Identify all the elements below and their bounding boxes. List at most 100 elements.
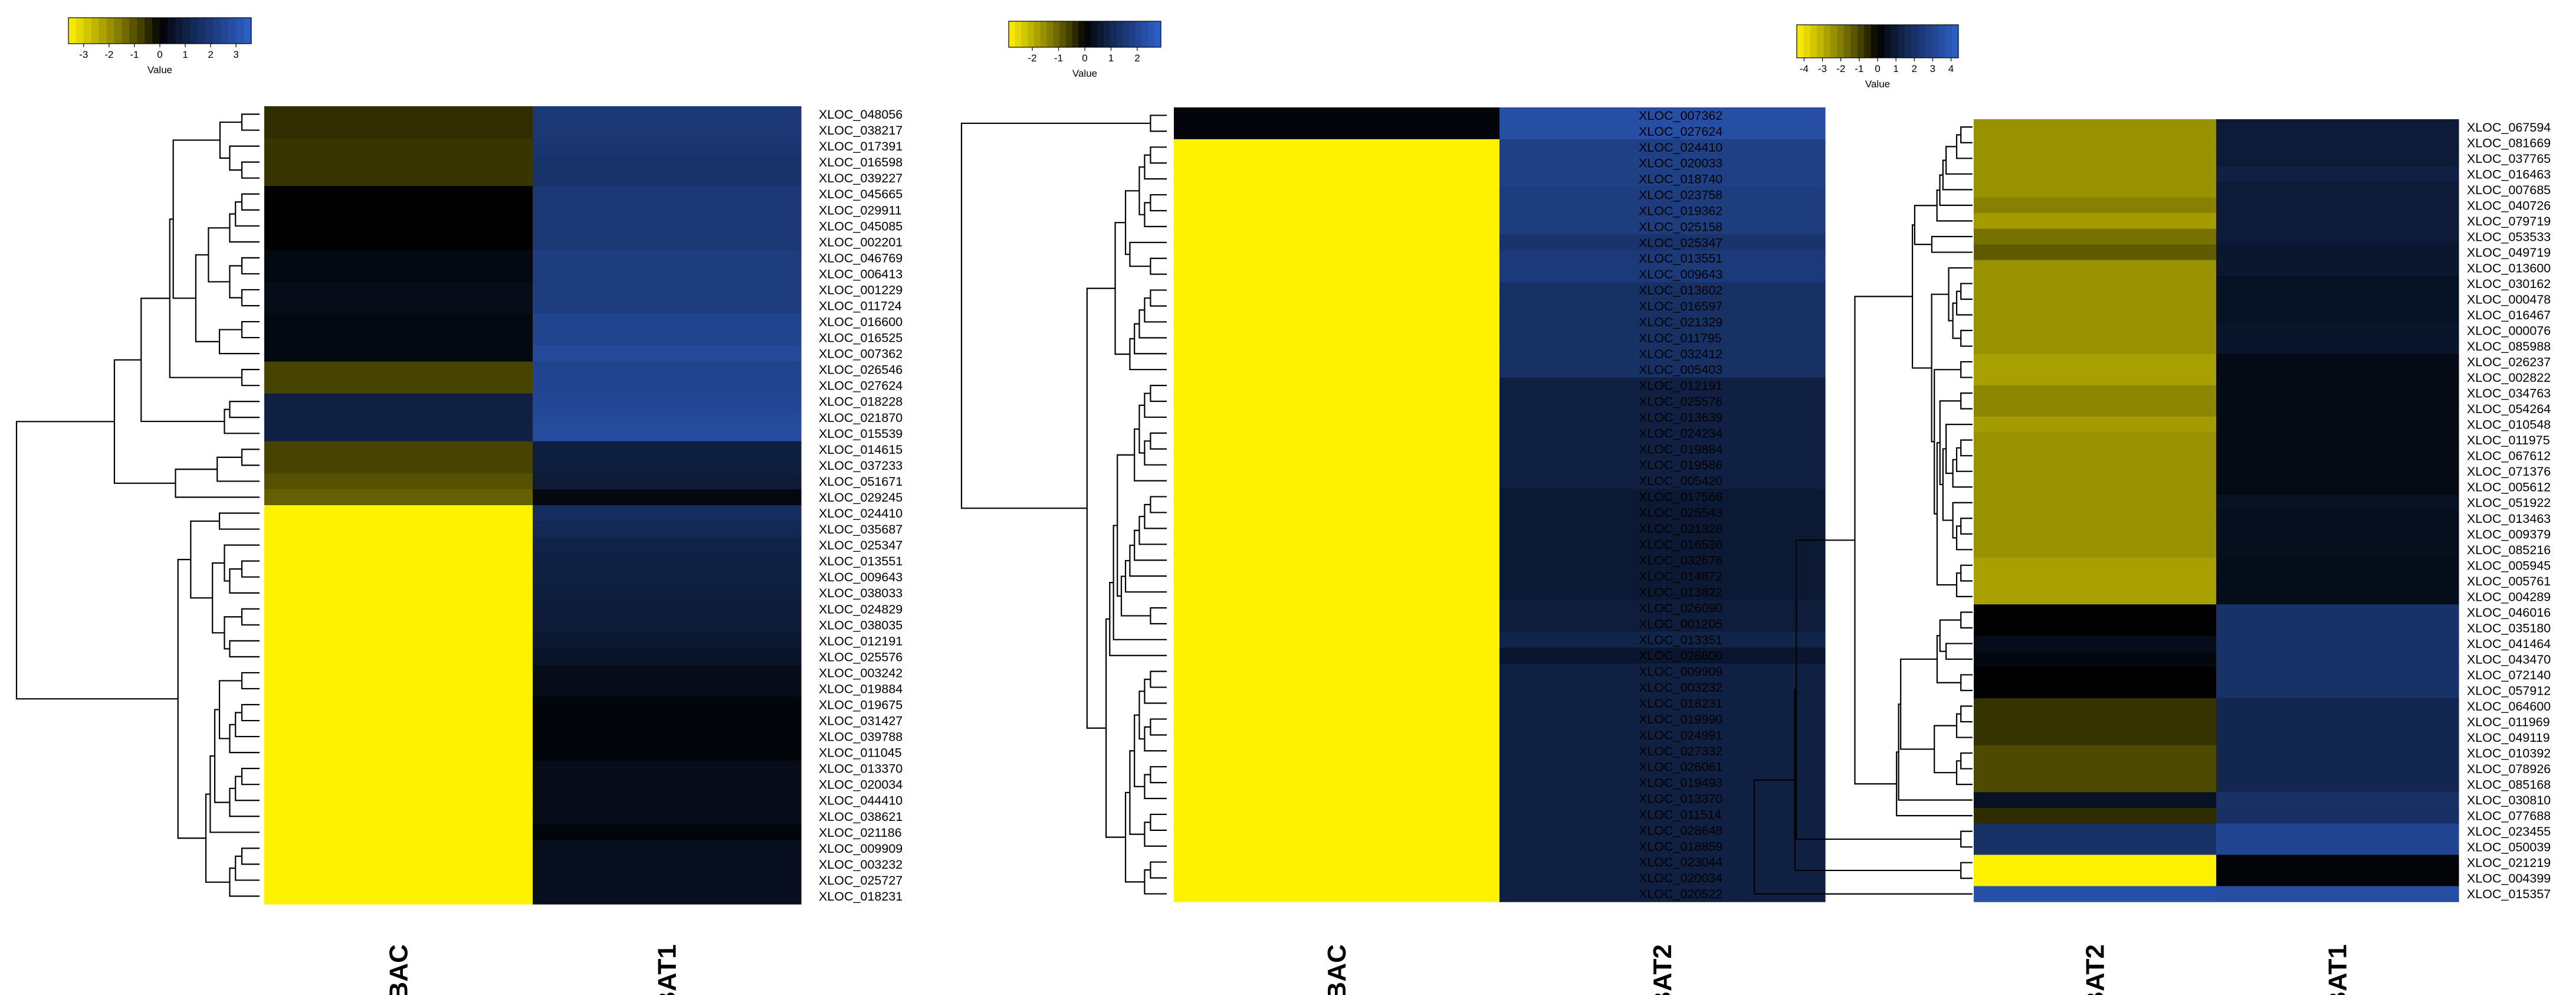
color-key-swatch: [1021, 21, 1028, 47]
color-key-swatch: [1931, 25, 1939, 58]
heatmap-cell-xloc-013600-bat2: [1974, 260, 2217, 276]
heatmap-cell-xloc-016598-bac: [264, 154, 533, 171]
dendrogram-branch: [229, 213, 260, 243]
color-key-tick-label: 4: [1948, 63, 1954, 74]
heatmap-cell-xloc-002822-bat1: [2216, 369, 2459, 386]
dendrogram-branch: [1144, 821, 1167, 847]
dendrogram-branch: [1955, 572, 1973, 597]
color-key-swatch: [91, 18, 100, 44]
color-key-swatch: [1059, 21, 1067, 47]
row-label: XLOC_017391: [819, 139, 903, 153]
color-key-swatch: [1040, 21, 1047, 47]
row-label: XLOC_027332: [1639, 744, 1722, 758]
heatmap-cell-xloc-024829-bat1: [533, 601, 802, 617]
heatmap-cell-xloc-025158-bat2: [1499, 218, 1826, 235]
heatmap-cell-xloc-023455-bat1: [2216, 823, 2459, 840]
heatmap-cell-xloc-015539-bat1: [533, 425, 802, 442]
heatmap-cell-xloc-024991-bac: [1174, 726, 1500, 744]
heatmap-cell-xloc-016525-bac: [264, 329, 533, 346]
heatmap-cell-xloc-004289-bat1: [2216, 588, 2459, 605]
row-label: XLOC_000478: [2467, 292, 2551, 306]
row-label: XLOC_038621: [819, 810, 903, 824]
heatmap-cell-xloc-045665-bac: [264, 186, 533, 202]
dendrogram-branch: [209, 755, 260, 833]
color-key-swatch: [1864, 25, 1872, 58]
color-key-tick-label: 1: [1108, 53, 1114, 64]
column-label-bac: BAC: [1323, 944, 1351, 995]
row-label: XLOC_019884: [819, 682, 903, 696]
heatmap-cell-xloc-007362-bac: [1174, 107, 1500, 124]
heatmap-cell-xloc-003232-bac: [264, 856, 533, 873]
row-label: XLOC_028800: [1639, 649, 1722, 663]
color-key-swatch: [1129, 21, 1136, 47]
heatmap-cell-xloc-013463-bat1: [2216, 510, 2459, 527]
heatmap-cell-xloc-032412-bat2: [1499, 345, 1826, 362]
heatmap-cell-xloc-013370-bac: [264, 760, 533, 777]
heatmap-cell-xloc-079719-bat2: [1974, 213, 2217, 230]
column-labels: BAT2 BAT1: [2081, 944, 2352, 995]
heatmap-cell-xloc-024829-bac: [264, 601, 533, 617]
heatmap-cell-xloc-005420-bac: [1174, 473, 1500, 489]
heatmap-cell-xloc-039227-bat1: [533, 170, 802, 186]
heatmap-cell-xloc-046016-bat2: [1974, 604, 2217, 621]
heatmap-cell-xloc-039227-bac: [264, 170, 533, 186]
row-label: XLOC_081669: [2467, 136, 2551, 150]
heatmap-cell-xloc-072140-bat2: [1974, 667, 2217, 683]
heatmap-cell-xloc-029245-bac: [264, 489, 533, 506]
row-label: XLOC_023758: [1639, 188, 1722, 202]
heatmap-cell-xloc-051922-bat1: [2216, 495, 2459, 511]
color-key-swatch: [1141, 21, 1148, 47]
row-label: XLOC_051922: [2467, 496, 2551, 510]
dendrogram-branch: [1939, 400, 1961, 486]
row-label: XLOC_048056: [819, 107, 903, 122]
heatmap-cell-xloc-009909-bac: [1174, 663, 1500, 680]
dendrogram-branch: [224, 616, 242, 650]
heatmap-cell-xloc-002201-bat1: [533, 234, 802, 250]
heatmap-cell-xloc-007362-bat2: [1499, 107, 1826, 124]
heatmap-cell-xloc-041464-bat1: [2216, 636, 2459, 652]
column-label-bat2: BAT2: [2081, 944, 2110, 995]
heatmap-cell-xloc-017566-bac: [1174, 489, 1500, 505]
heatmap-cell-xloc-003232-bat2: [1499, 679, 1826, 696]
color-key-swatch: [99, 18, 107, 44]
dendrogram-branch: [960, 122, 1151, 509]
heatmap-cell-xloc-046769-bac: [264, 250, 533, 266]
heatmap-cell-xloc-078926-bat2: [1974, 761, 2217, 777]
row-label: XLOC_064600: [2467, 699, 2551, 713]
heatmap-cell-xloc-038035-bat1: [533, 617, 802, 633]
heatmap-cell-xloc-018231-bac: [264, 888, 533, 905]
heatmap-cell-xloc-025543-bac: [1174, 505, 1500, 521]
heatmap-cell-xloc-000076-bat1: [2216, 322, 2459, 339]
dendrogram-branch: [235, 775, 260, 801]
heatmap-cell-xloc-013639-bat2: [1499, 409, 1826, 426]
row-label: XLOC_053533: [2467, 230, 2551, 244]
dendrogram-branch: [1794, 689, 1961, 872]
heatmap-cell-xloc-011045-bat1: [533, 744, 802, 761]
heatmap-cell-xloc-004399-bat2: [1974, 870, 2217, 887]
row-label: XLOC_013463: [2467, 512, 2551, 526]
row-label: XLOC_024234: [1639, 426, 1722, 440]
dendrogram-branch: [169, 218, 242, 378]
heatmap-cell-xloc-053533-bat1: [2216, 228, 2459, 245]
row-label: XLOC_010392: [2467, 747, 2551, 761]
row-dendrogram: [15, 113, 260, 897]
heatmap-cell-xloc-029245-bat1: [533, 489, 802, 506]
dendrogram-branch: [241, 113, 260, 131]
dendrogram-branch: [218, 512, 260, 530]
row-label: XLOC_027624: [819, 379, 903, 393]
heatmap-cell-xloc-081669-bat2: [1974, 135, 2217, 151]
heatmap-cell-xloc-005761-bat1: [2216, 573, 2459, 590]
dendrogram-branch: [205, 793, 230, 883]
heatmap-cell-xloc-077688-bat1: [2216, 807, 2459, 824]
heatmap-cell-xloc-078926-bat1: [2216, 761, 2459, 777]
color-key-swatch: [1938, 25, 1945, 58]
color-key-swatch: [167, 18, 176, 44]
row-label: XLOC_009379: [2467, 527, 2551, 541]
heatmap-cell-xloc-013602-bat2: [1499, 282, 1826, 299]
heatmap-cell-xloc-018740-bat2: [1499, 171, 1826, 188]
row-label: XLOC_018231: [819, 889, 903, 904]
dendrogram-branch: [1150, 194, 1167, 212]
heatmap-cell-xloc-025347-bac: [1174, 234, 1500, 251]
heatmap-panel-bac-vs-bat1: -3 -2 -1 0 1 2 3ValueXLOC_048056XLOC_038217XLO…: [15, 17, 903, 995]
heatmap-cell-xloc-019362-bat2: [1499, 202, 1826, 220]
